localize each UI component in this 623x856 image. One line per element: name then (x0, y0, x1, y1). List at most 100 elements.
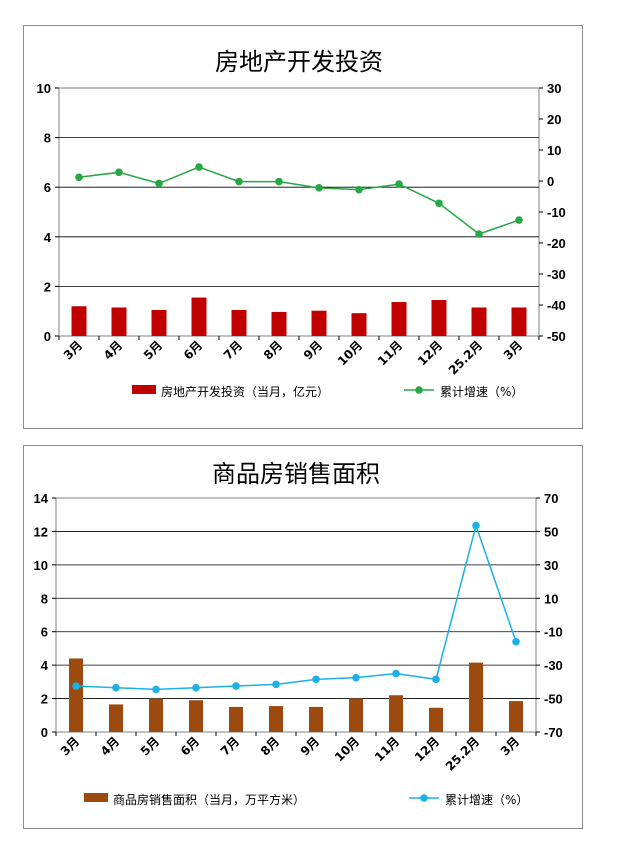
bar (191, 297, 207, 336)
x-tick-label: 5月 (138, 734, 162, 758)
line-point (432, 675, 440, 684)
x-tick-label: 12月 (412, 734, 442, 764)
right-tick-label: 10 (544, 591, 558, 606)
left-tick-label: 8 (44, 131, 51, 146)
line-point (352, 673, 360, 682)
legend-line-label: 累计增速（%） (445, 793, 528, 807)
bar (269, 706, 283, 732)
x-tick-label: 9月 (298, 734, 322, 758)
investment-chart: 房地产开发投资 0 2 4 6 8 10 -50 -40 -30 -20 -10 0 10 20 30 3月 4月… (37, 48, 566, 399)
line-point (395, 180, 403, 188)
left-tick-label: 8 (41, 591, 48, 606)
x-tick-label: 11月 (372, 734, 402, 764)
left-tick-label: 14 (34, 491, 49, 506)
line-point (115, 168, 123, 177)
x-tick-label: 3月 (498, 734, 522, 758)
left-tick-label: 0 (44, 329, 51, 344)
bar (471, 307, 487, 336)
right-tick-label: -50 (544, 692, 563, 707)
bar (231, 309, 247, 336)
line-point (392, 669, 400, 678)
line-point (192, 683, 200, 692)
line-point (232, 682, 240, 690)
right-tick-label: -10 (547, 205, 566, 220)
bar (349, 698, 363, 732)
bar (189, 700, 203, 732)
x-tick-label: 7月 (218, 734, 242, 758)
bar (391, 302, 407, 336)
line-point (512, 637, 520, 646)
bar (509, 701, 523, 732)
left-tick-label: 4 (41, 658, 49, 673)
bar (69, 658, 83, 732)
right-tick-label: -50 (547, 329, 566, 344)
bar (311, 310, 327, 336)
x-tick-label: 4月 (101, 338, 125, 362)
right-tick-label: 70 (544, 491, 558, 506)
right-tick-label: -30 (544, 658, 563, 673)
left-tick-label: 2 (44, 279, 51, 294)
line-point (152, 685, 160, 694)
right-tick-label: -10 (544, 625, 563, 640)
x-tick-label: 10月 (335, 338, 365, 368)
left-tick-label: 6 (41, 625, 48, 640)
line-point (112, 683, 120, 692)
bar (429, 707, 443, 732)
bar (271, 311, 287, 336)
line-series (78, 166, 520, 235)
line-point (315, 184, 323, 192)
right-tick-label: 30 (544, 558, 558, 573)
x-tick-label: 25.2月 (446, 338, 485, 377)
x-tick-label: 8月 (261, 338, 285, 362)
left-tick-label: 6 (44, 180, 51, 195)
sales-area-chart: 商品房销售面积 0 2 4 6 8 10 12 14 -70 -50 -30 -10 10 30 50 70 3月… (34, 460, 563, 807)
x-tick-label: 8月 (258, 734, 282, 758)
x-tick-label: 25.2月 (443, 734, 482, 773)
legend-bar-swatch (84, 793, 108, 802)
line-point (235, 177, 243, 186)
bar (149, 698, 163, 732)
line-point (475, 230, 483, 238)
bar (389, 695, 403, 732)
legend-bar-label: 房地产开发投资（当月，亿元） (161, 384, 329, 399)
legend-line-marker (415, 386, 423, 394)
left-tick-label: 10 (34, 558, 48, 573)
line-point (515, 216, 523, 224)
left-tick-label: 0 (41, 725, 48, 740)
bar (229, 706, 243, 732)
x-tick-label: 7月 (221, 338, 245, 362)
chart-title: 商品房销售面积 (212, 460, 380, 488)
x-tick-label: 4月 (98, 734, 122, 758)
line-point (312, 675, 320, 684)
line-point (275, 177, 283, 186)
line-point (75, 173, 83, 182)
bar (431, 300, 447, 336)
right-tick-label: 10 (547, 143, 561, 158)
legend-bar-swatch (132, 385, 156, 394)
left-tick-label: 10 (37, 81, 51, 96)
right-tick-label: 30 (547, 81, 561, 96)
x-tick-label: 5月 (141, 338, 165, 362)
right-tick-label: 50 (544, 524, 558, 539)
bar (511, 307, 527, 336)
plot-area (58, 87, 540, 337)
line-point (435, 199, 443, 208)
x-tick-label: 3月 (58, 734, 82, 758)
right-tick-label: -20 (547, 236, 566, 251)
x-tick-label: 9月 (301, 338, 325, 362)
x-tick-label: 6月 (178, 734, 202, 758)
legend-line-marker (420, 794, 428, 802)
plot-area (55, 497, 537, 733)
bar (151, 309, 167, 336)
bar (111, 307, 127, 336)
right-tick-label: -40 (547, 298, 566, 313)
right-tick-label: 20 (547, 112, 561, 127)
bar (351, 313, 367, 336)
chart-title: 房地产开发投资 (215, 48, 383, 76)
line-point (472, 521, 480, 530)
right-tick-label: -70 (544, 725, 563, 740)
line-series (75, 522, 517, 691)
x-tick-label: 3月 (501, 338, 525, 362)
bar (71, 306, 87, 336)
x-tick-label: 10月 (332, 734, 362, 764)
